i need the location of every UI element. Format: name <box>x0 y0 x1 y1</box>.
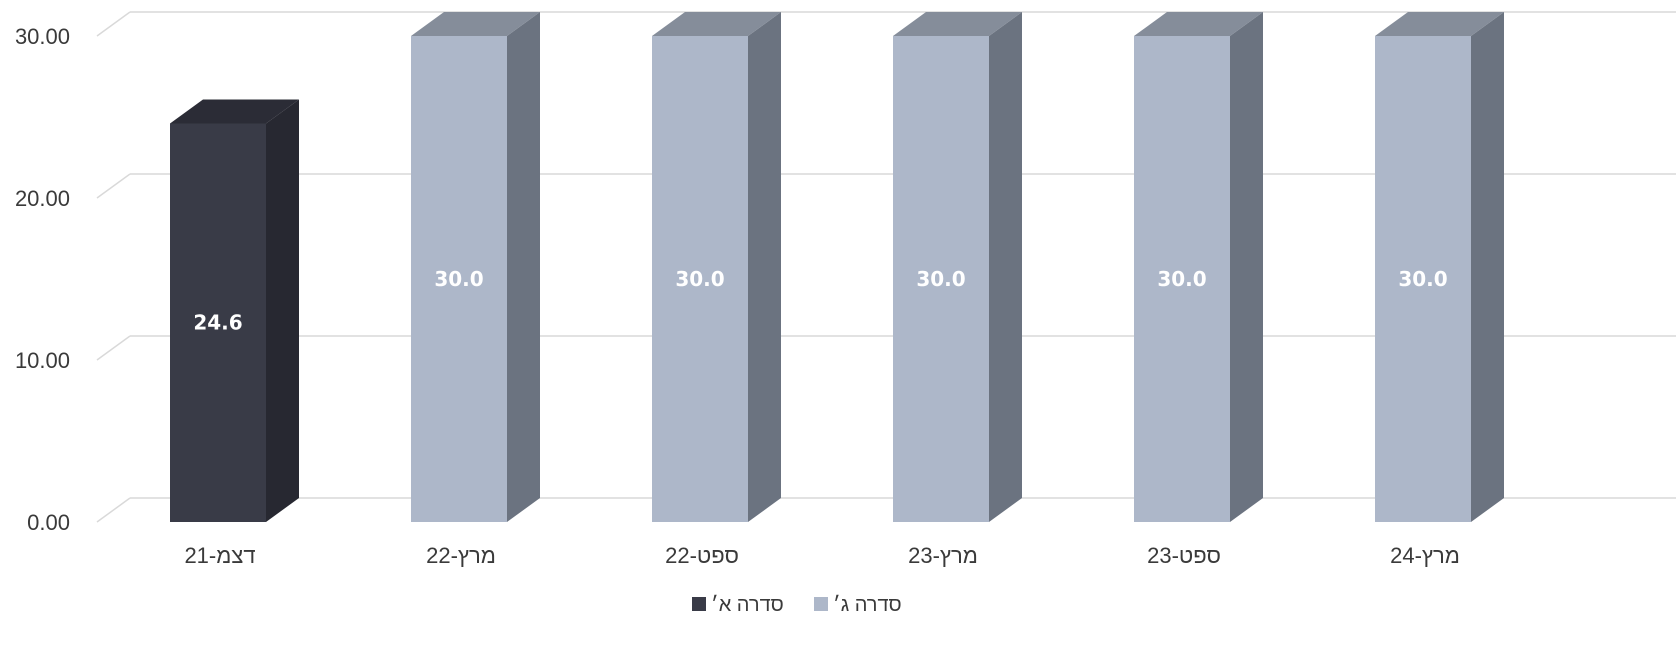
gridline-diagonal <box>96 497 131 523</box>
bar-group: 24.6 <box>170 99 299 522</box>
y-tick-label: 20.00 <box>15 186 70 211</box>
y-tick-label: 30.00 <box>15 24 70 49</box>
legend-item: סדרה א׳ <box>692 594 784 616</box>
bar-top-face <box>1134 12 1263 36</box>
x-tick-label: דצמ-21 <box>184 543 255 568</box>
gridline-diagonal <box>96 335 131 361</box>
bar-group: 30.0 <box>893 12 1022 522</box>
bar <box>1375 36 1471 522</box>
y-tick-label: 0.00 <box>27 510 70 535</box>
x-tick-label: מרץ-23 <box>908 543 978 568</box>
data-label: 30.0 <box>916 267 965 291</box>
bar-side-face <box>266 99 299 522</box>
legend: סדרה ג׳ סדרה א׳ <box>692 594 902 616</box>
data-label: 30.0 <box>1157 267 1206 291</box>
bar-group: 30.0 <box>411 12 540 522</box>
x-tick-label: מרץ-24 <box>1390 543 1460 568</box>
x-tick-label: ספט-22 <box>665 543 739 568</box>
bar-side-face <box>1471 12 1504 522</box>
bar <box>170 123 266 522</box>
bar-side-face <box>1230 12 1263 522</box>
bar-side-face <box>507 12 540 522</box>
bar-top-face <box>893 12 1022 36</box>
data-label: 30.0 <box>1398 267 1447 291</box>
legend-label: סדרה ג׳ <box>833 594 902 616</box>
legend-swatch <box>814 597 828 611</box>
gridline-diagonal <box>96 11 131 37</box>
y-tick-label: 10.00 <box>15 348 70 373</box>
bar-group: 30.0 <box>652 12 781 522</box>
y-axis: 0.00 10.00 20.00 30.00 <box>15 24 70 535</box>
x-tick-label: מרץ-22 <box>426 543 496 568</box>
data-label: 30.0 <box>434 267 483 291</box>
bar-group: 30.0 <box>1134 12 1263 522</box>
gridline-diagonal <box>96 173 131 199</box>
bar-top-face <box>1375 12 1504 36</box>
legend-label: סדרה א׳ <box>711 594 784 616</box>
x-tick-label: ספט-23 <box>1147 543 1221 568</box>
x-axis-labels: דצמ-21 מרץ-22 ספט-22 מרץ-23 ספט-23 מרץ-24 <box>184 543 1459 568</box>
bar <box>1134 36 1230 522</box>
bar-top-face <box>652 12 781 36</box>
legend-swatch <box>692 597 706 611</box>
bar <box>652 36 748 522</box>
bars: 24.6 30.0 30.0 30.0 30.0 30.0 <box>170 12 1504 522</box>
bar-group: 30.0 <box>1375 12 1504 522</box>
data-label: 30.0 <box>675 267 724 291</box>
bar-top-face <box>411 12 540 36</box>
bar-top-face <box>170 99 299 124</box>
bar <box>411 36 507 522</box>
legend-item: סדרה ג׳ <box>814 594 902 616</box>
bar-side-face <box>989 12 1022 522</box>
data-label: 24.6 <box>193 311 242 335</box>
bar-side-face <box>748 12 781 522</box>
bar <box>893 36 989 522</box>
